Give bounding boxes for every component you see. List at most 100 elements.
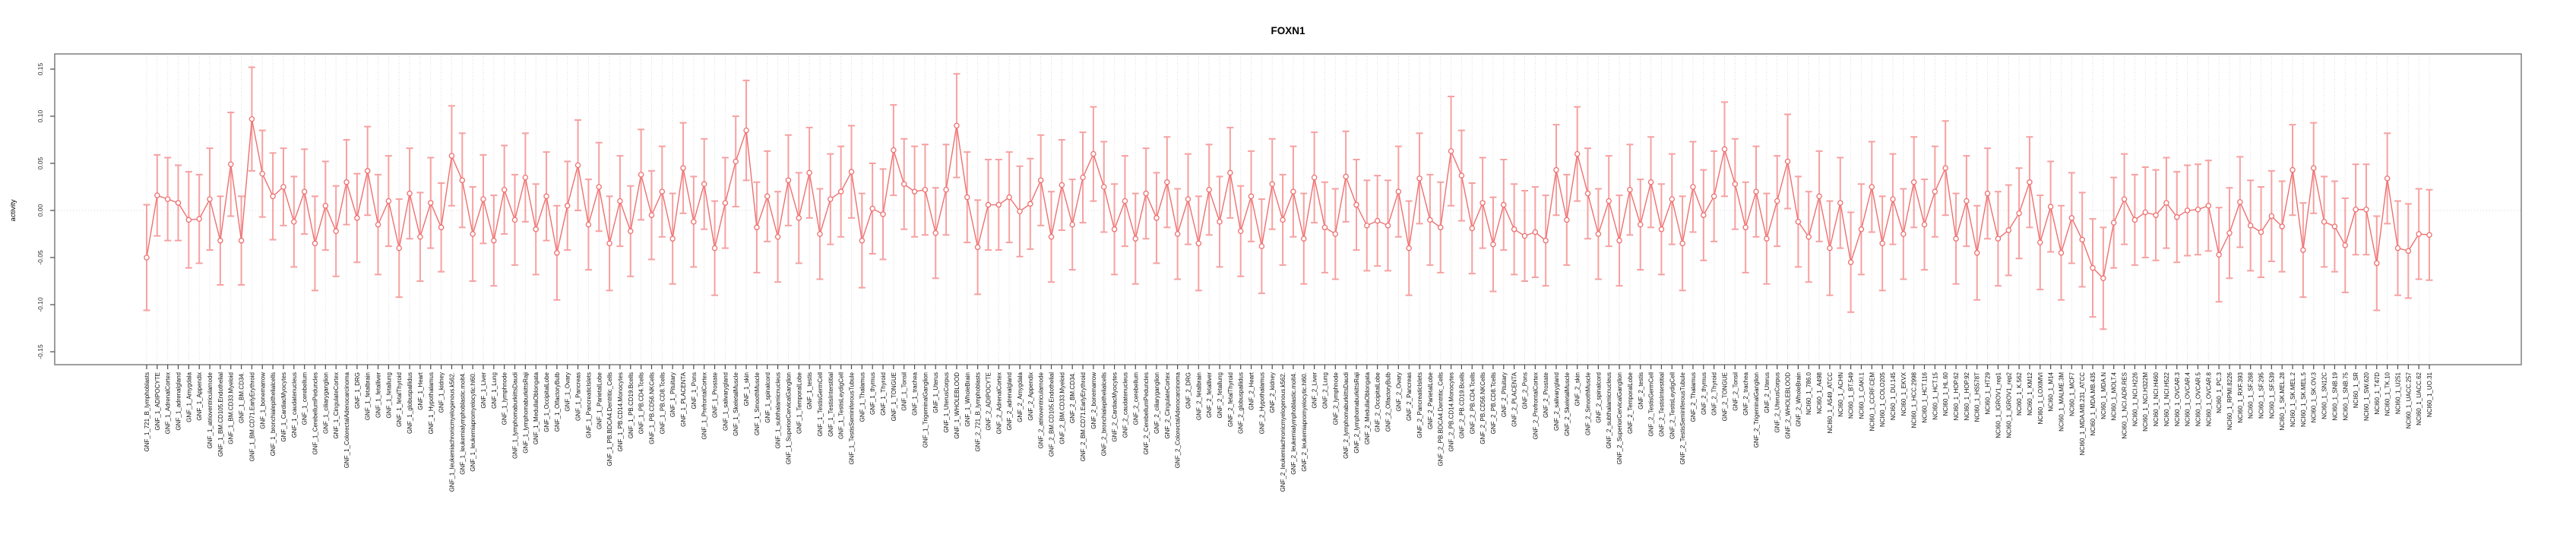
- data-point: [564, 203, 571, 209]
- x-tick-label: GNF_1_PB.CD14.Monocytes: [617, 372, 624, 452]
- x-tick-label: GNF_1_trachea: [912, 372, 919, 415]
- data-point: [354, 215, 360, 221]
- data-point: [2416, 231, 2422, 237]
- data-point: [2353, 207, 2359, 213]
- x-tick-label: NCI60_1_OVCAR.5: [2195, 372, 2201, 426]
- x-tick-label: GNF_2_BM.CD71.EarlyErythroid: [1080, 372, 1087, 461]
- x-tick-label: GNF_1_leukemiachronicmyelogenous.k562.: [448, 372, 455, 492]
- x-tick-label: GNF_2_Amygdala: [1017, 372, 1024, 422]
- data-point: [1258, 243, 1265, 249]
- data-point: [585, 221, 592, 228]
- data-point: [1890, 196, 1896, 202]
- data-point: [1795, 219, 1802, 225]
- x-tick-label: GNF_1_subthalamicnucleus: [775, 372, 782, 449]
- data-point: [470, 231, 476, 237]
- x-tick-label: GNF_1_Hypothalamus: [428, 372, 435, 434]
- x-tick-label: GNF_1_lymphomaburkittsRaji: [522, 372, 529, 454]
- x-tick-label: GNF_2_Thyroid: [1711, 372, 1718, 416]
- data-point: [1710, 193, 1717, 200]
- data-point: [1100, 184, 1107, 190]
- data-point: [1616, 237, 1622, 244]
- data-point: [448, 153, 455, 159]
- data-point: [1627, 186, 1633, 193]
- data-point: [1964, 198, 1970, 204]
- data-point: [2037, 239, 2043, 245]
- data-point: [733, 158, 739, 165]
- data-point: [2279, 223, 2285, 229]
- x-tick-label: GNF_1_Prostate: [712, 372, 719, 418]
- data-point: [828, 196, 834, 202]
- data-point: [1658, 226, 1665, 232]
- x-tick-label: GNF_2_PB.CD14.Monocytes: [1448, 372, 1455, 452]
- data-point: [1638, 221, 1644, 228]
- x-tick-label: NCI60_1_MDA.N: [2100, 372, 2107, 419]
- data-point: [638, 172, 644, 178]
- data-point: [1059, 182, 1065, 188]
- data-point: [1543, 237, 1549, 244]
- data-point: [995, 201, 1002, 208]
- x-tick-label: GNF_2_DRG: [1185, 372, 1191, 409]
- data-point: [1595, 231, 1602, 237]
- data-point: [1437, 224, 1444, 231]
- x-tick-label: GNF_1_721_B_lymphoblasts: [144, 372, 150, 452]
- x-tick-label: NCI60_1_CCRF.CEM: [1869, 372, 1875, 432]
- x-tick-label: GNF_1_Pancreas: [575, 372, 582, 421]
- data-point: [217, 237, 223, 244]
- data-point: [2310, 165, 2317, 171]
- data-point: [2216, 251, 2222, 258]
- x-tick-label: GNF_2_PB.CD4.Tcells: [1469, 372, 1476, 434]
- x-tick-label: GNF_2_Uterus: [1764, 372, 1771, 413]
- x-tick-label: NCI60_1_K.562: [2016, 372, 2023, 415]
- data-point: [554, 250, 560, 256]
- data-point: [1701, 212, 1707, 218]
- data-point: [691, 219, 697, 225]
- x-tick-label: NCI60_1_NCI.H322M: [2142, 372, 2149, 432]
- data-point: [2195, 207, 2201, 213]
- data-point: [185, 217, 192, 223]
- x-tick-label: GNF_1_TestisGermCell: [817, 372, 824, 437]
- data-point: [1364, 223, 1370, 229]
- x-tick-label: NCI60_1_PC.3: [2216, 372, 2223, 413]
- x-tick-label: GNF_1_Appendix: [196, 372, 203, 421]
- data-point: [932, 230, 938, 236]
- x-tick-label: GNF_2_CerebellumPeduncles: [1143, 372, 1150, 455]
- data-point: [1090, 150, 1097, 157]
- data-point: [2079, 236, 2085, 243]
- data-point: [301, 188, 308, 194]
- x-tick-label: GNF_1_ColorectalAdenocarcinoma: [343, 372, 350, 468]
- x-tick-label: GNF_1_PancreaticIslets: [585, 372, 592, 438]
- x-tick-label: GNF_2_bonemarrow: [1090, 372, 1097, 429]
- x-tick-label: NCI60_1_HCC.2998: [1911, 372, 1918, 428]
- x-tick-label: GNF_1_ciliaryganglion: [322, 372, 329, 434]
- x-tick-label: GNF_1_skin: [743, 372, 750, 406]
- data-point: [1416, 175, 1422, 182]
- x-tick-label: NCI60_1_MOLT.4: [2111, 372, 2118, 420]
- data-point: [1995, 236, 2002, 242]
- data-point: [1942, 165, 1948, 171]
- x-tick-label: GNF_2_TONGUE: [1721, 372, 1728, 421]
- data-point: [2237, 199, 2243, 205]
- data-point: [1301, 236, 1307, 242]
- x-tick-label: GNF_1_spinalcord: [764, 372, 771, 423]
- x-tick-label: GNF_2_SkeletalMuscle: [1564, 372, 1571, 436]
- x-tick-label: NCI60_1_RXF.393: [2237, 372, 2244, 422]
- data-point: [396, 245, 402, 251]
- x-tick-label: GNF_2_WHOLEBLOOD: [1785, 372, 1792, 439]
- x-tick-label: NCI60_1_IGROV1_rep1: [1995, 372, 2002, 438]
- x-tick-label: GNF_1_MedullaOblongata: [533, 372, 540, 444]
- x-tick-label: GNF_2_721_B_lymphoblasts: [975, 372, 982, 452]
- x-tick-label: NCI60_1_A549_ATCC: [1827, 372, 1834, 434]
- data-point: [227, 161, 234, 167]
- data-point: [796, 215, 802, 221]
- data-point: [1006, 194, 1012, 201]
- x-tick-label: GNF_1_CardiacMyocytes: [280, 372, 287, 442]
- data-point: [259, 170, 266, 177]
- data-point: [364, 168, 371, 174]
- data-point: [291, 219, 297, 225]
- x-tick-label: GNF_1_PB.CD4.Tcells: [638, 372, 645, 434]
- x-tick-label: GNF_1_leukemialymphoblastic.molt4.: [459, 372, 466, 475]
- x-tick-label: NCI60_1_HT29: [1985, 372, 1992, 414]
- data-point: [1195, 240, 1202, 247]
- x-tick-label: GNF_2_SuperiorCervicalGanglion: [1616, 372, 1623, 464]
- x-tick-label: GNF_1_ADIPOCYTE: [154, 372, 161, 430]
